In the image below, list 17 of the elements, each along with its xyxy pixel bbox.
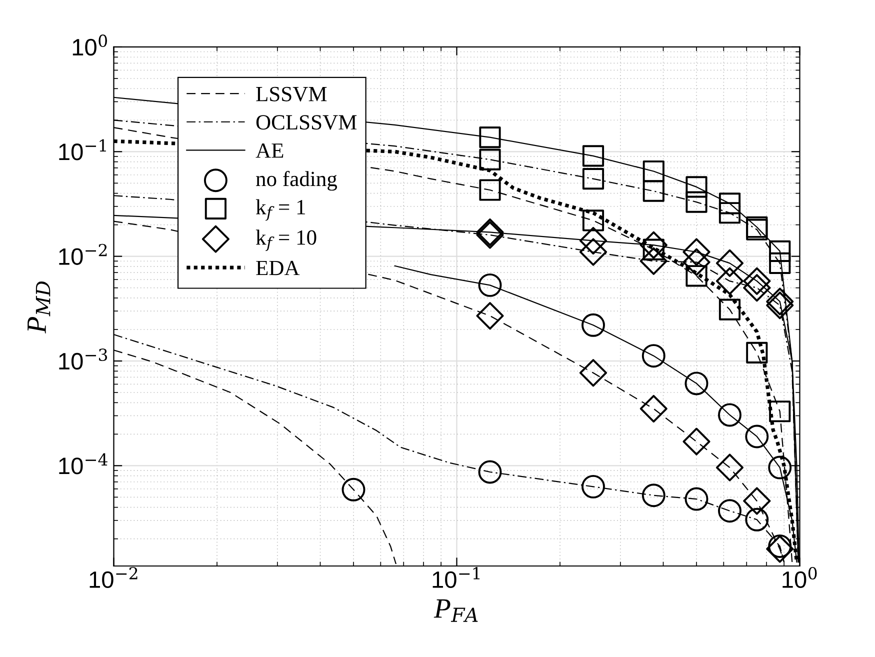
- legend-label: AE: [256, 143, 284, 158]
- y-axis-title: P$_{MD}$: [28, 282, 50, 334]
- x-tick-label: 10$^{0}$: [782, 566, 817, 588]
- y-tick-label: 10$^{0}$: [72, 34, 108, 56]
- y-tick-label: 10$^{−2}$: [59, 244, 107, 265]
- legend-label: k$_{f}$ = 10: [256, 230, 316, 252]
- x-tick-label: 10$^{−2}$: [90, 566, 138, 588]
- y-tick-label: 10$^{−4}$: [59, 453, 108, 474]
- legend-label: EDA: [256, 260, 300, 276]
- legend-label: k$_{f}$ = 1: [256, 199, 305, 221]
- x-tick-label: 10$^{−1}$: [432, 566, 480, 588]
- y-tick-label: 10$^{−3}$: [59, 348, 108, 370]
- legend-label: OCLSSVM: [256, 115, 357, 130]
- legend-label: no fading: [256, 170, 338, 191]
- x-axis-title: P$_{FA}$: [434, 599, 478, 622]
- legend-label: LSSVM: [256, 86, 327, 102]
- y-tick-label: 10$^{−1}$: [59, 139, 106, 160]
